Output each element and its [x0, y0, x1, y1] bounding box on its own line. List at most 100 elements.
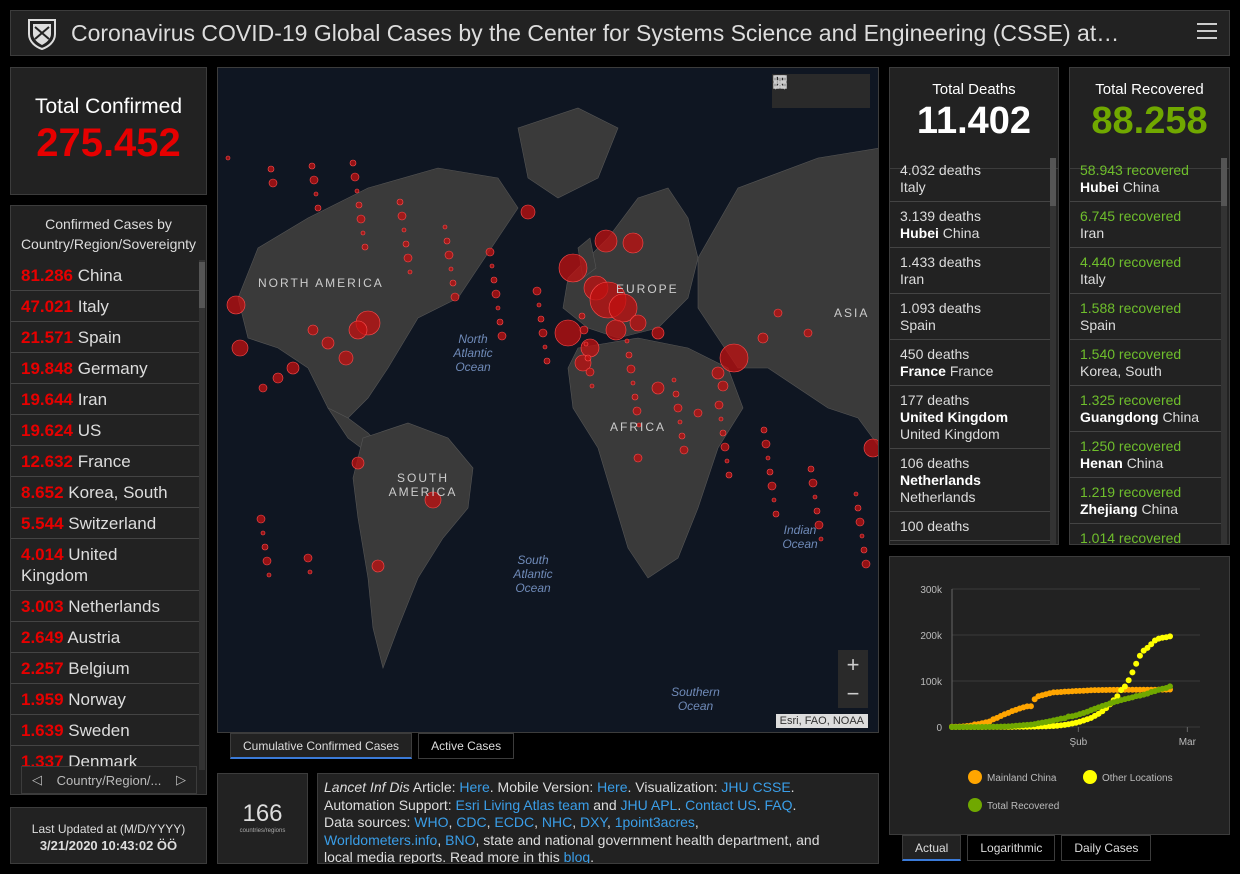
case-bubble[interactable]: [226, 295, 246, 315]
case-bubble[interactable]: [651, 381, 665, 395]
link-worldometers[interactable]: Worldometers.info: [324, 831, 438, 848]
case-bubble[interactable]: [403, 253, 413, 263]
case-bubble[interactable]: [536, 302, 542, 308]
case-bubble[interactable]: [225, 155, 231, 161]
case-bubble[interactable]: [348, 320, 368, 340]
case-bubble[interactable]: [630, 380, 636, 386]
case-bubble[interactable]: [720, 442, 730, 452]
case-bubble[interactable]: [449, 279, 457, 287]
tab-active-cases[interactable]: Active Cases: [418, 733, 515, 759]
case-bubble[interactable]: [584, 354, 592, 362]
case-bubble[interactable]: [719, 429, 727, 437]
case-bubble[interactable]: [672, 390, 680, 398]
case-bubble[interactable]: [303, 553, 313, 563]
list-item[interactable]: 58.943 recovered Hubei China: [1070, 156, 1222, 202]
case-bubble[interactable]: [718, 416, 724, 422]
list-item[interactable]: 3.139 deaths Hubei China: [890, 202, 1050, 248]
case-bubble[interactable]: [262, 556, 272, 566]
list-item[interactable]: 1.959 Norway: [11, 684, 199, 715]
list-item[interactable]: 1.639 Sweden: [11, 715, 199, 746]
case-bubble[interactable]: [624, 338, 630, 344]
case-bubble[interactable]: [767, 481, 777, 491]
case-bubble[interactable]: [711, 366, 725, 380]
case-bubble[interactable]: [631, 393, 639, 401]
case-bubble[interactable]: [636, 422, 642, 428]
case-bubble[interactable]: [772, 510, 780, 518]
case-bubble[interactable]: [725, 471, 733, 479]
case-bubble[interactable]: [490, 276, 498, 284]
case-bubble[interactable]: [307, 569, 313, 575]
case-bubble[interactable]: [338, 350, 354, 366]
list-item[interactable]: 1.250 recovered Henan China: [1070, 432, 1222, 478]
case-bubble[interactable]: [671, 377, 677, 383]
case-bubble[interactable]: [679, 445, 689, 455]
case-bubble[interactable]: [860, 546, 868, 554]
case-bubble[interactable]: [859, 533, 865, 539]
case-bubble[interactable]: [532, 286, 542, 296]
case-bubble[interactable]: [267, 165, 275, 173]
case-bubble[interactable]: [651, 326, 665, 340]
list-item[interactable]: 1.014 recovered: [1070, 524, 1222, 544]
confirmed-list-scrollbar[interactable]: [199, 260, 205, 770]
confirmed-list[interactable]: 81.286 China 47.021 Italy 21.571 Spain 19.8…: [11, 260, 199, 770]
case-bubble[interactable]: [371, 559, 385, 573]
link-faq[interactable]: FAQ: [764, 796, 793, 813]
case-bubble[interactable]: [757, 332, 769, 344]
case-bubble[interactable]: [497, 331, 507, 341]
case-bubble[interactable]: [854, 504, 862, 512]
case-bubble[interactable]: [717, 380, 729, 392]
list-item[interactable]: 1.337 Denmark: [11, 746, 199, 770]
case-bubble[interactable]: [272, 372, 284, 384]
case-bubble[interactable]: [443, 237, 451, 245]
case-bubble[interactable]: [813, 507, 821, 515]
link-esri[interactable]: Esri Living Atlas team: [455, 796, 590, 813]
link-jhu-apl[interactable]: JHU APL: [620, 796, 678, 813]
list-item[interactable]: 1.093 deaths Spain: [890, 294, 1050, 340]
case-bubble[interactable]: [594, 229, 618, 253]
case-bubble[interactable]: [761, 439, 771, 449]
menu-icon[interactable]: [1197, 23, 1217, 41]
case-bubble[interactable]: [814, 520, 824, 530]
case-bubble[interactable]: [625, 351, 633, 359]
case-bubble[interactable]: [558, 253, 588, 283]
list-item[interactable]: 2.649 Austria: [11, 622, 199, 653]
case-bubble[interactable]: [260, 530, 266, 536]
zoom-out-button[interactable]: −: [846, 681, 860, 706]
case-bubble[interactable]: [231, 339, 249, 357]
case-bubble[interactable]: [397, 211, 407, 221]
list-item[interactable]: 1.588 recovered Spain: [1070, 294, 1222, 340]
case-bubble[interactable]: [407, 269, 413, 275]
recovered-list-scrollbar[interactable]: [1221, 158, 1227, 544]
case-bubble[interactable]: [402, 240, 410, 248]
case-bubble[interactable]: [803, 328, 813, 338]
case-bubble[interactable]: [308, 162, 316, 170]
case-bubble[interactable]: [589, 383, 595, 389]
case-bubble[interactable]: [450, 292, 460, 302]
case-bubble[interactable]: [356, 214, 366, 224]
case-bubble[interactable]: [537, 315, 545, 323]
link-who[interactable]: WHO: [414, 814, 449, 830]
chevron-left-icon[interactable]: ◁: [32, 772, 42, 787]
case-bubble[interactable]: [520, 204, 536, 220]
case-bubble[interactable]: [578, 312, 586, 320]
case-bubble[interactable]: [765, 455, 771, 461]
list-item[interactable]: 12.632 France: [11, 446, 199, 477]
recovered-list[interactable]: 58.943 recovered Hubei China 6.745 recover…: [1070, 156, 1222, 544]
case-bubble[interactable]: [485, 247, 495, 257]
case-bubble[interactable]: [266, 572, 272, 578]
case-bubble[interactable]: [863, 438, 879, 458]
link-bno[interactable]: BNO: [445, 831, 476, 848]
link-jhu-csse[interactable]: JHU CSSE: [721, 779, 791, 795]
tab-actual[interactable]: Actual: [902, 835, 962, 861]
case-bubble[interactable]: [489, 263, 495, 269]
case-bubble[interactable]: [585, 367, 595, 377]
list-item[interactable]: 1.540 recovered Korea, South: [1070, 340, 1222, 386]
case-bubble[interactable]: [361, 243, 369, 251]
case-bubble[interactable]: [354, 188, 360, 194]
case-bubble[interactable]: [773, 308, 783, 318]
list-item[interactable]: 81.286 China: [11, 260, 199, 291]
case-bubble[interactable]: [351, 456, 365, 470]
case-bubble[interactable]: [542, 344, 548, 350]
case-bubble[interactable]: [268, 178, 278, 188]
case-bubble[interactable]: [583, 341, 589, 347]
